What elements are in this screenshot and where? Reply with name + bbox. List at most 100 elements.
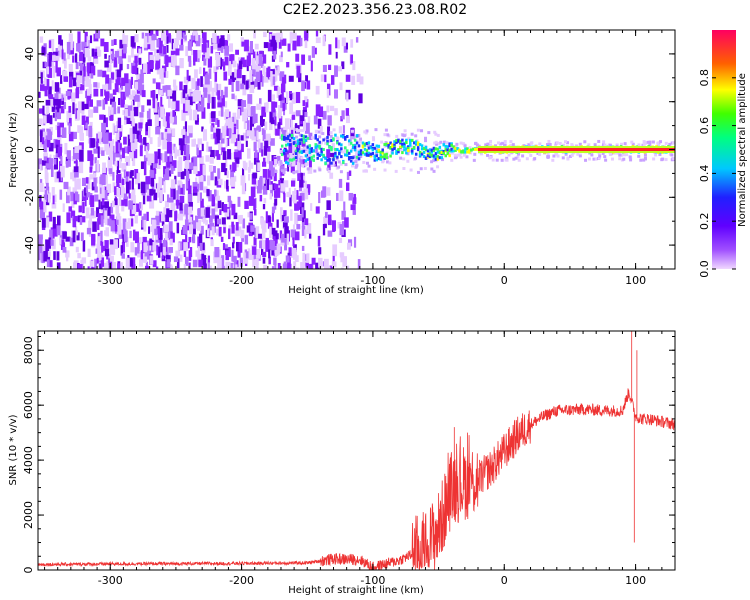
spectrogram-cell bbox=[294, 187, 297, 195]
spectrogram-cell bbox=[61, 94, 64, 102]
spectrogram-cell bbox=[395, 151, 398, 155]
spectrogram-cell bbox=[56, 224, 61, 236]
spectrogram-cell bbox=[40, 72, 43, 84]
spectrogram-cell bbox=[131, 188, 136, 200]
spectrogram-cell bbox=[385, 152, 388, 156]
spectrogram-cell bbox=[163, 181, 166, 193]
spectrogram-cell bbox=[308, 158, 312, 168]
spectrogram-cell bbox=[488, 155, 492, 159]
x-tick-label: -100 bbox=[360, 574, 385, 587]
spectrogram-cell bbox=[361, 151, 365, 155]
spectrogram-cell bbox=[332, 163, 336, 167]
spectrogram-cell bbox=[104, 218, 109, 226]
spectrogram-cell bbox=[327, 139, 331, 143]
spectrogram-cell bbox=[89, 121, 93, 130]
spectrogram-cell bbox=[304, 159, 308, 163]
spectrogram-cell bbox=[207, 175, 211, 186]
spectrogram-cell bbox=[266, 146, 271, 152]
spectrogram-cell bbox=[136, 73, 140, 84]
spectrogram-cell bbox=[193, 166, 198, 175]
spectrogram-cell bbox=[221, 255, 225, 267]
spectrogram-cell bbox=[123, 193, 128, 200]
spectrogram-cell bbox=[185, 170, 190, 181]
spectrogram-cell bbox=[80, 232, 84, 242]
spectrogram-cell bbox=[139, 259, 143, 267]
spectrogram-cell bbox=[72, 102, 75, 115]
spectrogram-cell bbox=[225, 138, 228, 148]
spectrogram-cell bbox=[438, 151, 442, 155]
spectrogram-cell bbox=[261, 177, 266, 184]
spectrogram-cell bbox=[245, 251, 249, 259]
spectrogram-cell bbox=[414, 134, 418, 138]
spectrogram-cell bbox=[305, 32, 308, 40]
spectrogram-cell bbox=[200, 97, 205, 107]
spectrogram-cell bbox=[166, 156, 171, 168]
spectrogram-cell bbox=[232, 60, 237, 68]
spectrogram-cell bbox=[315, 85, 320, 95]
spectrogram-cell bbox=[279, 55, 283, 63]
spectrogram-cell bbox=[218, 226, 222, 237]
spectrogram-cell bbox=[226, 170, 229, 178]
spectrogram-cell bbox=[306, 158, 310, 162]
spectrogram-cell bbox=[341, 210, 346, 220]
spectrogram-cell bbox=[327, 159, 331, 172]
spectrogram-cell bbox=[201, 107, 206, 119]
spectrogram-cell bbox=[473, 152, 477, 156]
spectrogram-cell bbox=[120, 185, 125, 198]
spectrogram-cell bbox=[444, 144, 447, 148]
spectrogram-cell bbox=[43, 250, 48, 262]
spectrogram-cell bbox=[359, 152, 363, 156]
spectrogram-cell bbox=[411, 147, 414, 151]
spectrogram-cell bbox=[288, 133, 292, 137]
spectrogram-cell bbox=[385, 156, 388, 160]
spectrogram-cell bbox=[459, 141, 463, 145]
spectrogram-cell bbox=[422, 154, 426, 158]
spectrogram-cell bbox=[154, 151, 158, 164]
spectrogram-cell bbox=[211, 194, 216, 206]
spectrogram-cell bbox=[172, 43, 178, 50]
spectrogram-cell bbox=[138, 57, 142, 65]
spectrogram-cell bbox=[55, 106, 60, 118]
spectrogram-cell bbox=[187, 185, 192, 194]
spectrogram-cell bbox=[109, 56, 112, 64]
spectrogram-cell bbox=[273, 125, 277, 135]
spectrogram-cell bbox=[205, 47, 210, 59]
spectrogram-cell bbox=[292, 170, 296, 174]
spectrogram-cell bbox=[420, 152, 424, 156]
spectrogram-cell bbox=[123, 38, 127, 49]
figure-title: C2E2.2023.356.23.08.R02 bbox=[282, 2, 468, 18]
spectrogram-cell bbox=[119, 39, 124, 49]
spectrogram-cell bbox=[117, 136, 121, 144]
spectrogram-cell bbox=[256, 186, 262, 194]
spectrogram-cell bbox=[96, 160, 100, 172]
spectrogram-cell bbox=[47, 66, 52, 78]
spectrogram-cell bbox=[235, 241, 239, 252]
spectrogram-cell bbox=[334, 133, 337, 137]
spectrogram-cell bbox=[44, 61, 48, 68]
spectrogram-cell bbox=[185, 99, 190, 112]
spectrogram-cell bbox=[272, 183, 275, 191]
spectrogram-cell bbox=[180, 143, 184, 156]
spectrogram-cell bbox=[203, 37, 207, 45]
spectrogram-cell bbox=[281, 215, 286, 222]
spectrogram-cell bbox=[168, 197, 174, 203]
spectrogram-cell bbox=[183, 85, 188, 94]
spectrogram-cell bbox=[39, 84, 45, 91]
spectrogram-cell bbox=[167, 138, 170, 145]
spectrogram-cell bbox=[216, 266, 220, 269]
spectrogram-cell bbox=[279, 131, 283, 140]
spectrogram-cell bbox=[246, 225, 251, 233]
spectrogram-cell bbox=[247, 248, 251, 260]
x-tick-label: 0 bbox=[501, 274, 508, 287]
spectrogram-cell bbox=[275, 65, 280, 73]
spectrogram-cell bbox=[355, 37, 359, 43]
spectrogram-cell bbox=[464, 147, 467, 151]
spectrogram-cell bbox=[317, 235, 321, 247]
spectrogram-cell bbox=[258, 233, 263, 239]
spectrogram-cell bbox=[198, 233, 203, 243]
spectrogram-cell bbox=[48, 158, 53, 169]
spectrogram-cell bbox=[279, 230, 283, 241]
spectrogram-cell bbox=[290, 162, 295, 173]
spectrogram-cell bbox=[203, 215, 206, 224]
spectrogram-cell bbox=[261, 106, 266, 114]
